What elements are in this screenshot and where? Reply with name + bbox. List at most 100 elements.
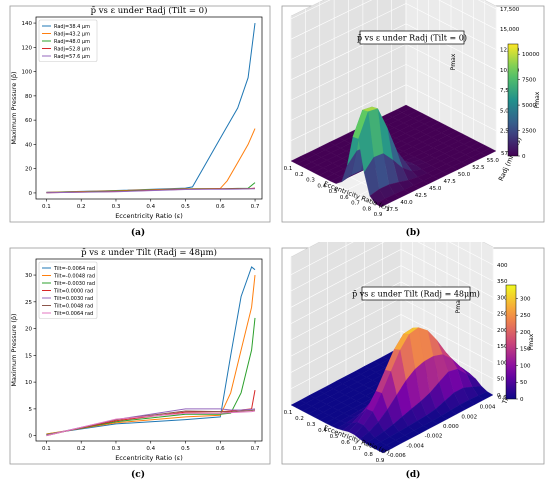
legend-label: Tilt=-0.0030 rad	[53, 281, 95, 287]
legend-label: Radj=48.0 μm	[54, 39, 90, 45]
x-tick-label: 0.2	[77, 204, 86, 210]
x-tick-label: 0.2	[295, 172, 304, 178]
y-tick-label: 40	[25, 142, 32, 148]
x-tick-label: 0.4	[146, 204, 155, 210]
caption-b: (b)	[406, 227, 421, 238]
y-tick-label: 30	[25, 273, 32, 279]
colorbar-tick-label: 200	[520, 330, 531, 336]
x-tick-label: 0.6	[341, 440, 350, 446]
y-tick-label: 0.004	[480, 405, 496, 411]
legend-label: Tilt=0.0000 rad	[53, 289, 93, 295]
colorbar-tick-label: 100	[520, 363, 531, 369]
colorbar-tick-label: 150	[520, 347, 531, 353]
colorbar-tick-label: 50	[520, 380, 527, 386]
z-tick-label: 100	[497, 360, 508, 366]
y-tick-label: 45.0	[429, 186, 442, 192]
x-tick-label: 0.6	[216, 446, 225, 452]
y-tick-label: 55.0	[487, 158, 500, 164]
y-tick-label: 37.5	[386, 207, 399, 213]
x-tick-label: 0.5	[181, 446, 190, 452]
legend-label: Tilt=0.0030 rad	[53, 296, 93, 302]
x-tick-label: 0.7	[351, 201, 360, 207]
legend-label: Radj=57.6 μm	[54, 54, 90, 60]
x-tick-label: 0.7	[251, 204, 260, 210]
surface-chart-b: 0.10.20.30.40.50.60.70.80.937.540.042.54…	[281, 0, 545, 238]
colorbar-tick-label: 2500	[522, 129, 536, 135]
x-tick-label: 0.9	[376, 458, 385, 464]
x-tick-label: 0.5	[329, 189, 338, 195]
series-line-3	[46, 317, 256, 436]
y-tick-label: 0.002	[461, 414, 477, 420]
y-tick-label: 140	[22, 21, 33, 27]
chart-c-title: p̄ vs ε under Tilt (Radj = 48μm)	[81, 247, 217, 258]
x-tick-label: 0.3	[306, 178, 315, 184]
x-tick-label: 0.9	[374, 212, 383, 218]
colorbar-tick-label: 5000	[522, 103, 536, 109]
y-tick-label: 25	[25, 300, 32, 306]
caption-c: (c)	[131, 469, 145, 480]
y-tick-label: 0.000	[443, 424, 459, 430]
y-tick-label: 5	[29, 407, 33, 413]
y-tick-label: 42.5	[415, 193, 428, 199]
y-tick-label: -0.006	[388, 453, 406, 459]
series-line-5	[46, 188, 256, 194]
y-tick-label: 10	[25, 380, 32, 386]
x-tick-label: 0.1	[42, 204, 51, 210]
colorbar	[505, 284, 517, 400]
x-tick-label: 0.2	[77, 446, 86, 452]
colorbar-tick-label: 10000	[522, 52, 540, 58]
y-tick-label: 40.0	[400, 200, 413, 206]
y-tick-label: -0.004	[406, 443, 424, 449]
colorbar-tick-label: 0	[520, 397, 524, 403]
surface-chart-d: 0.10.20.30.40.50.60.70.80.9-0.006-0.004-…	[281, 198, 545, 480]
surface-title: p̄ vs ε under Radj (Tilt = 0)	[357, 34, 467, 43]
z-axis-label: Pmax	[450, 53, 457, 70]
z-tick-label: 15,000	[500, 27, 520, 33]
y-tick-label: 60	[25, 118, 32, 124]
chart-a-axes	[35, 16, 263, 200]
y-tick-label: 120	[22, 45, 33, 51]
y-tick-label: 57.5	[501, 151, 514, 157]
series-line-2	[46, 275, 256, 435]
y-axis-label: Tilt	[500, 393, 512, 407]
x-axis-label: Eccentricity Ratio (ε)	[115, 454, 183, 462]
x-tick-label: 0.8	[364, 452, 373, 458]
y-tick-label: 80	[25, 94, 32, 100]
z-tick-label: 250	[497, 312, 508, 318]
y-tick-label: 0	[29, 191, 33, 197]
grid-line	[290, 0, 497, 40]
z-tick-label: 400	[497, 263, 508, 269]
x-tick-label: 0.5	[181, 204, 190, 210]
legend-label: Radj=52.8 μm	[54, 47, 90, 53]
series-line-7	[46, 410, 256, 437]
x-tick-label: 0.3	[307, 422, 316, 428]
colorbar-tick-label: 0	[522, 154, 526, 160]
colorbar	[507, 43, 519, 157]
title-box	[361, 286, 471, 301]
line-chart-a: p̄ vs ε under Radj (Tilt = 0) 0.1 0.2 0.3 0.…	[9, 5, 271, 238]
legend-label: Radj=38.4 μm	[54, 24, 90, 30]
z-tick-label: 50	[497, 377, 504, 383]
z-tick-label: 350	[497, 279, 508, 285]
z-axis-label: Pmax	[455, 296, 462, 313]
x-axis-label: Eccentricity Ratio (ε)	[115, 212, 183, 220]
legend	[38, 261, 98, 319]
colorbar-tick-label: 7500	[522, 78, 536, 84]
z-tick-label: 17,500	[500, 7, 520, 13]
x-tick-label: 0.1	[42, 446, 51, 452]
colorbar-label: Pmax	[534, 91, 541, 108]
x-tick-label: 0.1	[284, 410, 293, 416]
y-tick-label: 0	[29, 434, 33, 440]
y-tick-label: 50.0	[458, 172, 471, 178]
line-chart-c: p̄ vs ε under Tilt (Radj = 48μm) 0.1 0.2 0.…	[9, 247, 271, 480]
colorbar-tick-label: 300	[520, 296, 531, 302]
panel-d: 0.1 0.2 0.3 0.4 0.5 0.6 0.7 0.8 0.9 -0.006 -0.004-…	[276, 198, 550, 482]
y-axis-label: Maximum Pressure (p̄)	[10, 313, 18, 386]
y-tick-label: 52.5	[472, 165, 485, 171]
chart-a-title: p̄ vs ε under Radj (Tilt = 0)	[91, 5, 208, 16]
chart-c-axes	[35, 258, 263, 442]
surface-patch	[376, 444, 393, 454]
x-tick-label: 0.3	[112, 204, 121, 210]
y-tick-label: 100	[22, 70, 33, 76]
z-tick-label: 300	[497, 295, 508, 301]
